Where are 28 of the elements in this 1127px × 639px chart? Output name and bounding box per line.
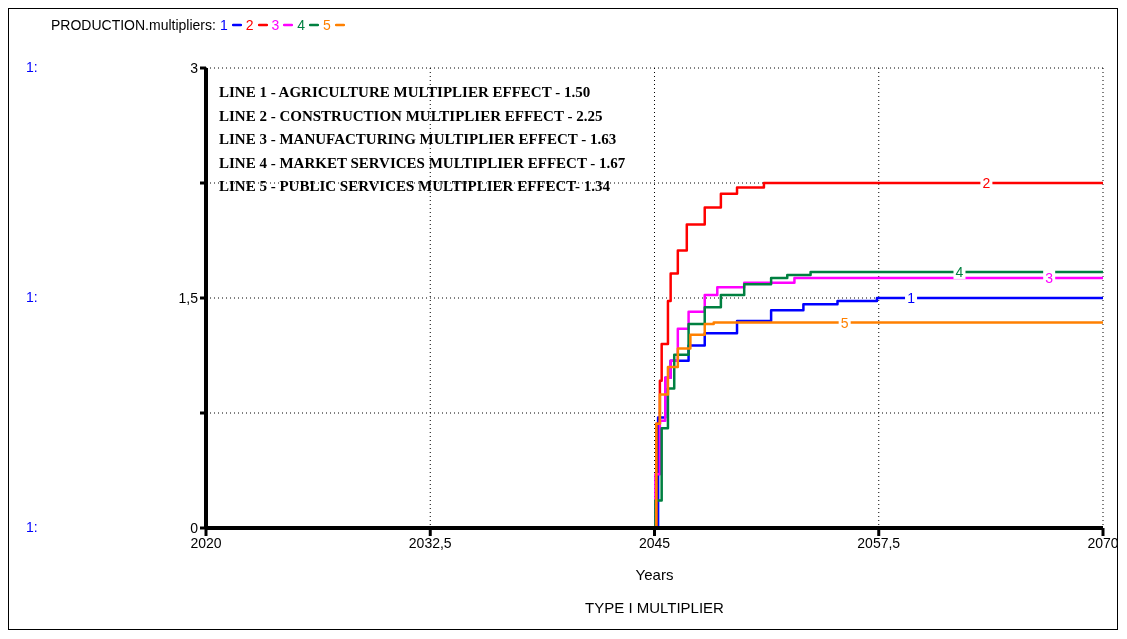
y-tick-label: 0 — [190, 519, 199, 536]
legend-label: 3 — [271, 17, 280, 33]
x-tick-label: 2045 — [638, 534, 671, 551]
x-tick-label: 2057,5 — [857, 534, 901, 551]
y-tick-label: 1,5 — [178, 289, 199, 306]
legend-title: PRODUCTION.multipliers: — [51, 17, 216, 33]
annotation: LINE 5 - PUBLIC SERVICES MULTIPLIER EFFECT- 1.34 — [219, 177, 611, 196]
annotation: LINE 3 - MANUFACTURING MULTIPLIER EFFECT - 1.63 — [219, 130, 618, 149]
text: 4 — [955, 263, 964, 280]
legend-label: 5 — [323, 17, 331, 33]
legend-label: 1 — [219, 17, 228, 33]
text: 1: — [26, 289, 38, 305]
legend-label: 2 — [245, 17, 254, 33]
annotation: LINE 2 - CONSTRUCTION MULTIPLIER EFFECT - 2.25 — [219, 106, 604, 126]
text: 3 — [1045, 270, 1054, 287]
text: 1 — [907, 290, 915, 306]
text: 2 — [982, 175, 991, 191]
text: 5 — [840, 314, 849, 331]
text: 1: — [26, 519, 38, 535]
annotation: LINE 4 - MARKET SERVICES MULTIPLIER EFFECT - 1.67 — [219, 153, 626, 173]
text: 1: — [26, 59, 38, 75]
y-tick-label: 3 — [190, 59, 199, 76]
text: TYPE I MULTIPLIER — [584, 599, 725, 616]
legend-label: 4 — [297, 17, 306, 33]
annotation: LINE 1 - AGRICULTURE MULTIPLIER EFFECT - 1.50 — [219, 83, 592, 102]
x-axis-title: Years — [635, 566, 674, 583]
x-tick-label: 2032,5 — [408, 534, 452, 551]
x-tick-label: 2020 — [190, 534, 222, 551]
